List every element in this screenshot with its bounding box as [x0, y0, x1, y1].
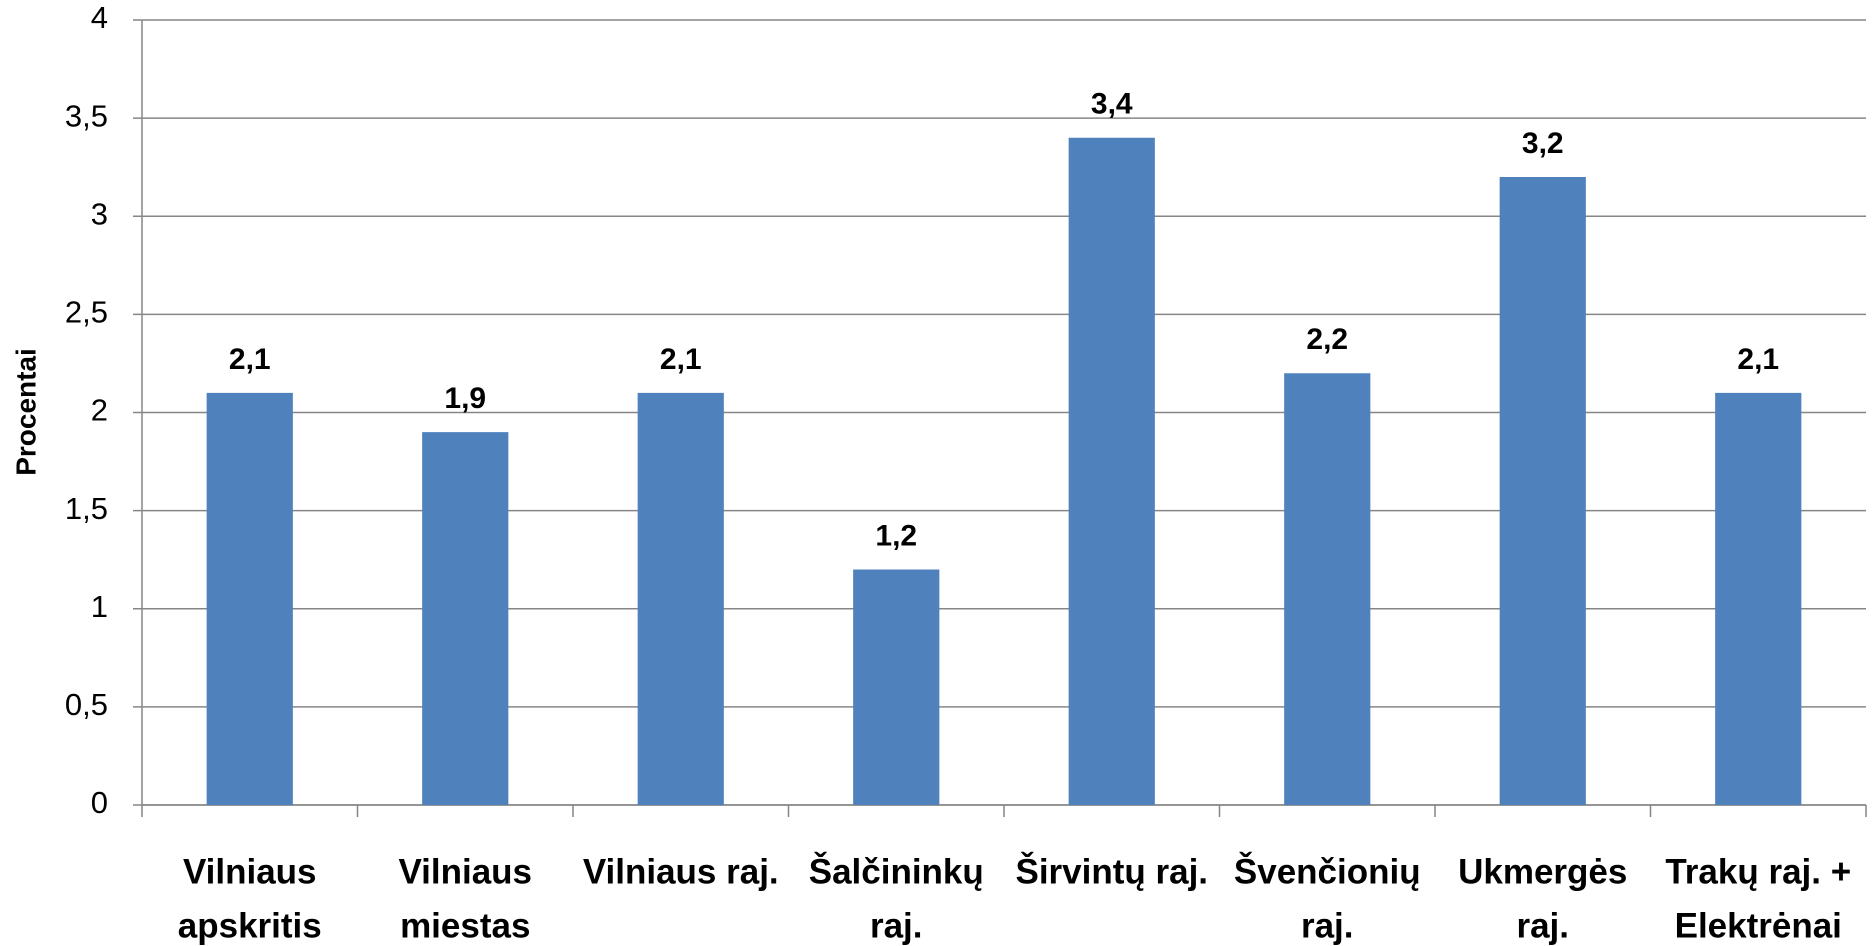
x-tick-label: miestas [400, 906, 530, 945]
x-tick-label: raj. [1301, 906, 1354, 945]
x-tick-label: Švenčionių [1234, 851, 1421, 891]
bar [1499, 177, 1586, 805]
x-tick-label: Vilniaus [183, 852, 317, 891]
bar [853, 569, 940, 805]
y-tick-label: 0 [91, 785, 108, 820]
y-tick-label: 2 [91, 393, 108, 428]
x-tick-label: apskritis [178, 906, 322, 945]
data-label: 3,2 [1522, 127, 1564, 160]
y-tick-label: 3,5 [65, 98, 108, 133]
x-tick-label: Elektrėnai [1675, 906, 1842, 945]
data-label: 1,9 [444, 382, 486, 415]
y-tick-label: 3 [91, 196, 108, 231]
data-label: 2,1 [1737, 343, 1779, 376]
data-label: 3,4 [1091, 88, 1133, 121]
data-label: 1,2 [875, 519, 917, 552]
x-tick-label: Ukmergės [1458, 852, 1627, 891]
y-axis-label: Procentai [10, 348, 41, 476]
y-tick-label: 0,5 [65, 687, 108, 722]
x-tick-label: Trakų raj. + [1665, 852, 1851, 891]
x-tick-label: raj. [1516, 906, 1569, 945]
x-tick-label: Vilniaus [398, 852, 532, 891]
bar [1715, 392, 1802, 805]
x-tick-label: Šalčininkų [809, 851, 984, 891]
bar [422, 432, 509, 805]
x-tick-label: Vilniaus raj. [583, 852, 779, 891]
bar [1068, 137, 1155, 805]
y-tick-label: 1 [91, 589, 108, 624]
data-label: 2,1 [229, 343, 271, 376]
bar [206, 392, 293, 805]
data-label: 2,1 [660, 343, 702, 376]
y-tick-label: 1,5 [65, 491, 108, 526]
y-tick-label: 4 [91, 0, 108, 35]
x-tick-label: Širvintų raj. [1015, 851, 1208, 891]
bar [637, 392, 724, 805]
data-label: 2,2 [1306, 323, 1348, 356]
y-tick-label: 2,5 [65, 295, 108, 330]
x-tick-label: raj. [870, 906, 923, 945]
bar [1284, 373, 1371, 805]
